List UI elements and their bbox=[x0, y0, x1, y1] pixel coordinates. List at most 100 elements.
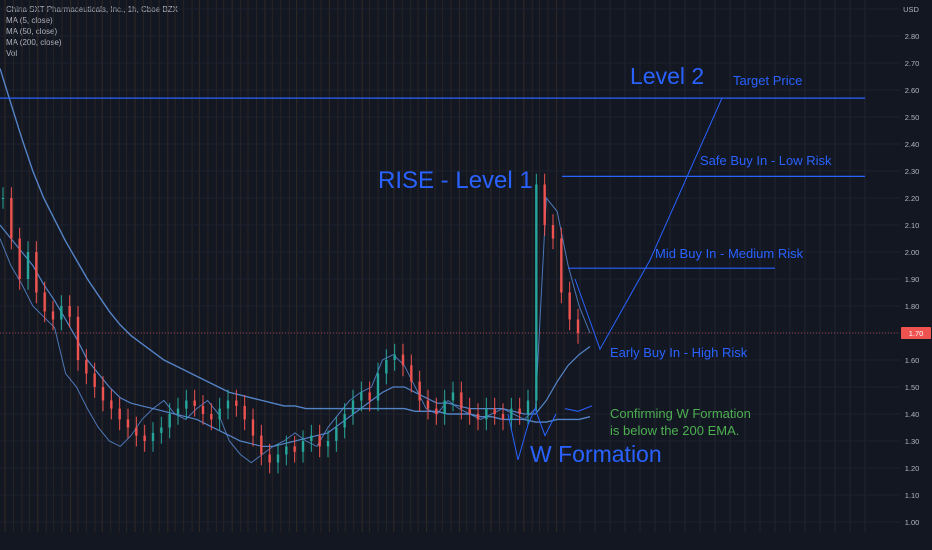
last-price-badge bbox=[901, 327, 931, 339]
price-tick-label: 1.20 bbox=[905, 464, 920, 473]
ma200-label[interactable]: MA (200, close) bbox=[6, 38, 62, 47]
candle-body bbox=[310, 435, 313, 441]
candle-body bbox=[135, 427, 138, 436]
candle-body bbox=[568, 292, 571, 320]
projection-path bbox=[574, 97, 723, 351]
target-price-label: Target Price bbox=[733, 73, 802, 88]
volume-label[interactable]: Vol bbox=[6, 49, 18, 58]
candle-body bbox=[443, 400, 446, 414]
candle-body bbox=[285, 446, 288, 455]
annotations: Level 2 Target Price RISE - Level 1 Safe Bu… bbox=[0, 63, 900, 467]
candle-body bbox=[85, 360, 88, 374]
price-tick-label: 2.30 bbox=[905, 167, 920, 176]
candle-body bbox=[68, 306, 71, 317]
price-axis[interactable]: USD 2.80 2.70 2.60 2.50 2.40 2.30 2.20 2.10 2.00 1… bbox=[900, 0, 932, 550]
candle-body bbox=[243, 405, 246, 420]
candle-body bbox=[510, 408, 513, 420]
price-tick-label: 1.50 bbox=[905, 383, 920, 392]
price-tick-label: 2.70 bbox=[905, 59, 920, 68]
candle-body bbox=[368, 392, 371, 401]
candles bbox=[1, 173, 580, 474]
price-tick-label: 1.10 bbox=[905, 491, 920, 500]
ma50-line bbox=[0, 224, 591, 447]
candle-body bbox=[401, 354, 405, 366]
candle-body bbox=[385, 360, 388, 374]
candle-body bbox=[76, 316, 80, 360]
confirm-line1-label: Confirming W Formation bbox=[610, 406, 751, 421]
candle-body bbox=[43, 292, 46, 312]
ma5-line bbox=[0, 196, 591, 464]
price-tick-label: 2.40 bbox=[905, 140, 920, 149]
candle-body bbox=[351, 400, 355, 414]
candle-body bbox=[560, 238, 563, 293]
mid-buy-label: Mid Buy In - Medium Risk bbox=[655, 246, 804, 261]
candle-body bbox=[26, 252, 30, 279]
candle-body bbox=[218, 408, 221, 420]
candle-body bbox=[451, 392, 455, 401]
early-buy-label: Early Buy In - High Risk bbox=[610, 345, 748, 360]
candle-body bbox=[518, 408, 521, 414]
candle-body bbox=[551, 225, 555, 239]
candle-body bbox=[185, 400, 188, 409]
price-tick-label: 1.00 bbox=[905, 518, 920, 527]
candle-body bbox=[251, 419, 255, 436]
candle-body bbox=[360, 392, 363, 401]
candle-body bbox=[526, 400, 530, 414]
candle-body bbox=[93, 373, 96, 387]
candle-body bbox=[418, 381, 421, 401]
candle-body bbox=[343, 414, 346, 428]
candle-body bbox=[576, 319, 580, 333]
candle-body bbox=[143, 435, 146, 441]
candle-body bbox=[485, 408, 488, 420]
currency-label: USD bbox=[903, 5, 919, 14]
candle-body bbox=[543, 184, 546, 225]
candle-body bbox=[235, 400, 238, 406]
candle-body bbox=[35, 252, 38, 293]
candle-body bbox=[335, 427, 338, 441]
candle-body bbox=[460, 392, 463, 409]
price-tick-label: 1.90 bbox=[905, 275, 920, 284]
candle-body bbox=[226, 400, 230, 409]
price-tick-label: 1.40 bbox=[905, 410, 920, 419]
price-tick-label: 2.50 bbox=[905, 113, 920, 122]
candle-body bbox=[435, 408, 438, 414]
candle-body bbox=[410, 365, 413, 382]
candle-body bbox=[493, 408, 496, 414]
candle-body bbox=[168, 414, 171, 428]
candle-body bbox=[176, 408, 180, 414]
candle-body bbox=[126, 419, 130, 428]
moving-averages bbox=[0, 68, 591, 464]
candle-body bbox=[60, 306, 63, 320]
price-tick-label: 1.30 bbox=[905, 437, 920, 446]
candle-body bbox=[468, 408, 471, 414]
ma50-label[interactable]: MA (50, close) bbox=[6, 27, 58, 36]
safe-buy-label: Safe Buy In - Low Risk bbox=[700, 153, 832, 168]
candle-body bbox=[476, 414, 480, 420]
candle-body bbox=[151, 432, 155, 441]
price-tick-label: 2.20 bbox=[905, 194, 920, 203]
candle-body bbox=[293, 446, 296, 452]
price-tick-label: 2.00 bbox=[905, 248, 920, 257]
candle-body bbox=[393, 354, 396, 360]
w-formation-label: W Formation bbox=[530, 441, 662, 467]
candle-body bbox=[118, 408, 121, 420]
confirm-path bbox=[564, 405, 593, 412]
confirm-line2-label: is below the 200 EMA. bbox=[610, 423, 739, 438]
candle-body bbox=[376, 373, 380, 401]
candle-body bbox=[268, 454, 271, 463]
price-tick-label: 1.60 bbox=[905, 356, 920, 365]
candle-body bbox=[110, 400, 113, 409]
price-tick-label: 2.10 bbox=[905, 221, 920, 230]
price-tick-label: 2.80 bbox=[905, 32, 920, 41]
price-tick-label: 2.60 bbox=[905, 86, 920, 95]
candle-body bbox=[210, 414, 213, 420]
candle-body bbox=[318, 435, 321, 447]
price-axis-bg bbox=[900, 0, 932, 550]
candle-body bbox=[426, 400, 430, 409]
candle-body bbox=[201, 405, 205, 414]
candle-body bbox=[276, 454, 280, 463]
candle-body bbox=[301, 441, 305, 452]
candle-body bbox=[193, 400, 196, 406]
level2-label: Level 2 bbox=[630, 63, 704, 89]
